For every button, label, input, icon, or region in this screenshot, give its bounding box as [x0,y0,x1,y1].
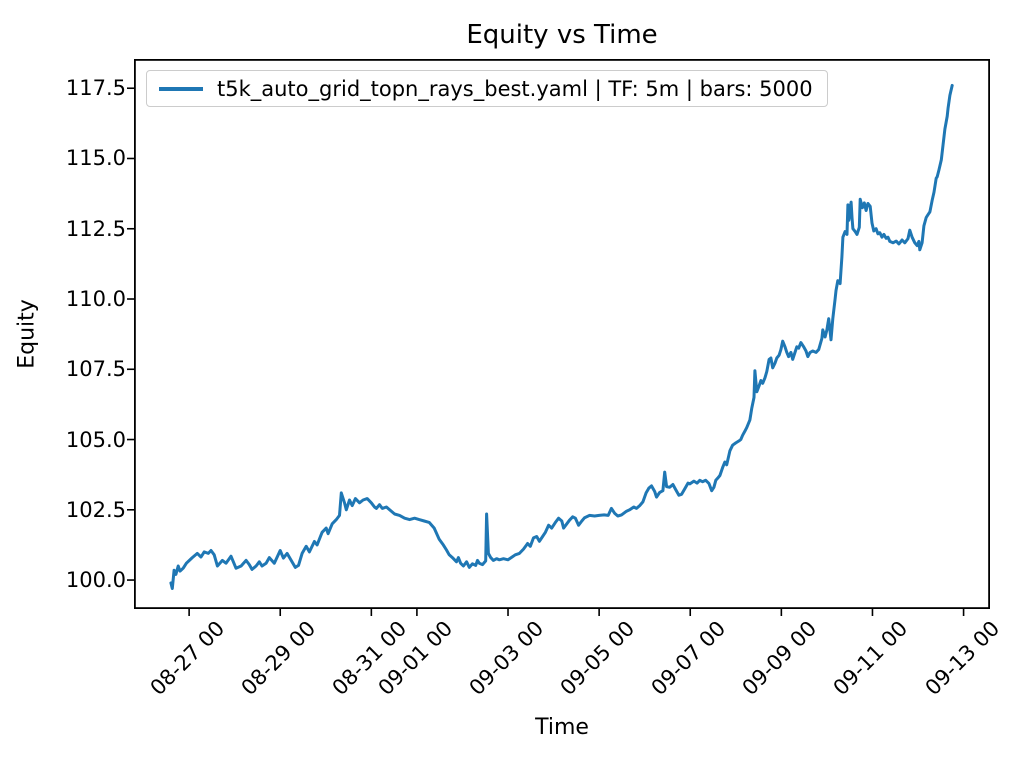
y-tick-label: 115.0 [65,146,126,171]
x-tick-label: 09-05 00 [555,616,640,701]
x-tick-label: 08-29 00 [236,616,321,701]
x-tick-label: 09-07 00 [646,616,731,701]
x-tick-label: 08-27 00 [145,616,230,701]
legend-label: t5k_auto_grid_topn_rays_best.yaml | TF: … [217,76,813,101]
x-tick-label: 09-13 00 [920,616,1004,701]
x-tick-label: 09-03 00 [464,616,549,701]
equity-line-series [169,83,954,590]
y-tick-label: 107.5 [65,357,126,382]
y-tick-label: 110.0 [65,287,126,311]
y-tick-label: 105.0 [65,427,126,452]
plot-area [127,58,991,616]
y-tick-label: 100.0 [65,568,126,593]
legend-line-sample [159,86,203,91]
x-tick-label: 09-09 00 [737,616,822,701]
plot-border [133,58,991,610]
x-tick-label: 09-11 00 [828,616,913,701]
chart-title: Equity vs Time [466,20,658,50]
y-tick-label: 117.5 [65,76,126,101]
y-tick-label: 102.5 [65,497,126,522]
y-tick-marks [127,87,134,581]
x-tick-marks [188,609,965,616]
x-axis-label: Time [535,715,589,740]
legend: t5k_auto_grid_topn_rays_best.yaml | TF: … [146,70,828,107]
y-tick-label: 112.5 [65,216,126,241]
